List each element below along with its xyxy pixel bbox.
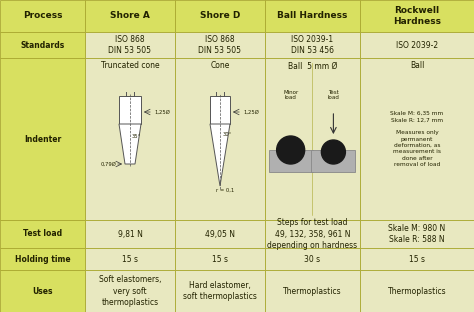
Bar	[265, 0, 360, 32]
Text: 1,25Ø: 1,25Ø	[154, 110, 170, 115]
Text: 15 s: 15 s	[212, 255, 228, 264]
Text: 0,79Ø: 0,79Ø	[101, 162, 117, 167]
Text: Truncated cone: Truncated cone	[100, 61, 159, 71]
Bar	[175, 220, 265, 248]
Bar	[175, 58, 265, 220]
Bar	[85, 248, 175, 270]
Bar	[360, 0, 474, 32]
Bar	[360, 270, 474, 312]
Text: Skale M: 6,35 mm
Skale R: 12,7 mm

Measures only
permanent
deformation, as
measu: Skale M: 6,35 mm Skale R: 12,7 mm Measur…	[391, 111, 444, 167]
Bar	[265, 220, 360, 248]
Bar	[175, 270, 265, 312]
Text: Ball Hardness: Ball Hardness	[277, 12, 348, 21]
Text: ISO 2039-2: ISO 2039-2	[396, 41, 438, 50]
Text: 1,25Ø: 1,25Ø	[243, 110, 259, 115]
Text: Process: Process	[23, 12, 62, 21]
Bar	[0, 58, 85, 220]
Text: Uses: Uses	[32, 286, 53, 295]
Text: 9,81 N: 9,81 N	[118, 230, 143, 238]
Text: Steps for test load
49, 132, 358, 961 N
depending on hardness: Steps for test load 49, 132, 358, 961 N …	[267, 218, 357, 250]
Bar	[360, 220, 474, 248]
Text: Test load: Test load	[23, 230, 62, 238]
Text: 30°: 30°	[223, 131, 232, 137]
Text: Skale M: 980 N
Skale R: 588 N: Skale M: 980 N Skale R: 588 N	[388, 224, 446, 244]
Text: Shore A: Shore A	[110, 12, 150, 21]
Bar	[0, 32, 85, 58]
Bar	[0, 270, 85, 312]
Bar	[175, 248, 265, 270]
Bar	[360, 248, 474, 270]
Text: Standards: Standards	[20, 41, 64, 50]
Text: ISO 868
DIN 53 505: ISO 868 DIN 53 505	[199, 35, 241, 55]
Text: Test
load: Test load	[328, 90, 339, 100]
Text: Indenter: Indenter	[24, 134, 61, 144]
Bar	[85, 220, 175, 248]
Text: Thermoplastics: Thermoplastics	[388, 286, 447, 295]
Text: Minor
load: Minor load	[283, 90, 298, 100]
Text: 15 s: 15 s	[122, 255, 138, 264]
Text: 49,05 N: 49,05 N	[205, 230, 235, 238]
Text: ISO 2039-1
DIN 53 456: ISO 2039-1 DIN 53 456	[291, 35, 334, 55]
Bar	[311, 150, 356, 172]
Text: Ball: Ball	[410, 61, 424, 71]
Bar	[265, 32, 360, 58]
Circle shape	[321, 140, 346, 164]
Bar	[0, 0, 85, 32]
Bar	[360, 58, 474, 220]
Text: r = 0,1: r = 0,1	[216, 188, 234, 193]
Text: Ball  5 mm Ø: Ball 5 mm Ø	[288, 61, 337, 71]
Bar	[265, 270, 360, 312]
Bar	[85, 58, 175, 220]
Circle shape	[277, 136, 305, 164]
Bar	[360, 32, 474, 58]
Bar	[265, 248, 360, 270]
Text: 15 s: 15 s	[409, 255, 425, 264]
Polygon shape	[119, 96, 141, 124]
Bar	[85, 270, 175, 312]
Bar	[175, 0, 265, 32]
Text: ISO 868
DIN 53 505: ISO 868 DIN 53 505	[109, 35, 152, 55]
Bar	[0, 220, 85, 248]
Bar	[175, 32, 265, 58]
Bar	[85, 32, 175, 58]
Polygon shape	[210, 96, 230, 124]
Polygon shape	[210, 124, 230, 186]
Text: Rockwell
Hardness: Rockwell Hardness	[393, 6, 441, 26]
Text: Holding time: Holding time	[15, 255, 70, 264]
Text: 35°: 35°	[132, 134, 141, 139]
Text: Cone: Cone	[210, 61, 230, 71]
Bar	[0, 248, 85, 270]
Text: Thermoplastics: Thermoplastics	[283, 286, 342, 295]
Bar	[85, 0, 175, 32]
Text: 30 s: 30 s	[304, 255, 320, 264]
Text: Shore D: Shore D	[200, 12, 240, 21]
Bar	[269, 150, 313, 172]
Polygon shape	[119, 124, 141, 164]
Bar	[265, 58, 360, 220]
Text: Hard elastomer,
soft thermoplastics: Hard elastomer, soft thermoplastics	[183, 281, 257, 301]
Text: Soft elastomers,
very soft
thermoplastics: Soft elastomers, very soft thermoplastic…	[99, 275, 161, 307]
